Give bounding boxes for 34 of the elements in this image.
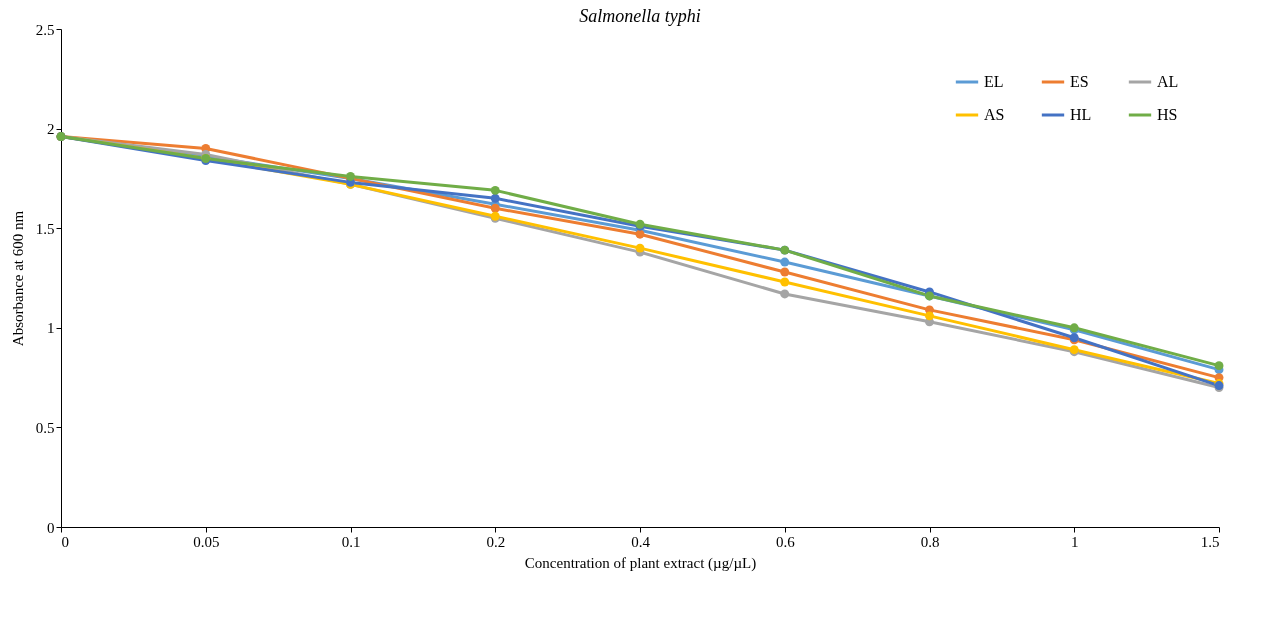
legend-label: AS [984, 106, 1005, 123]
point [780, 267, 790, 277]
y-tick-label: 0.5 [35, 419, 55, 436]
y-tick-label: 1.5 [35, 220, 55, 237]
legend-label: ES [1070, 73, 1089, 90]
x-tick-label: 1 [1071, 533, 1079, 550]
legend-label: HL [1070, 106, 1092, 123]
y-tick-label: 2 [47, 121, 55, 138]
legend-label: EL [984, 73, 1004, 90]
x-tick-label: 0.2 [486, 533, 506, 550]
chart-title: Salmonella typhi [579, 6, 701, 26]
x-tick-label: 0.05 [193, 533, 220, 550]
y-tick-label: 1 [47, 320, 55, 337]
x-axis-title: Concentration of plant extract (µg/µL) [524, 554, 757, 572]
point [780, 257, 790, 267]
x-tick-label: 0.6 [775, 533, 796, 550]
point [780, 277, 790, 287]
x-tick-label: 0.1 [341, 533, 361, 550]
x-tick-label: 0 [61, 533, 69, 550]
point [925, 311, 934, 321]
point [490, 203, 500, 213]
y-tick-label: 0 [47, 519, 55, 536]
x-tick-label: 0.4 [631, 533, 651, 550]
legend-label: AL [1157, 73, 1179, 90]
legend-label: HS [1157, 106, 1178, 123]
y-axis-title: Absorbance at 600 nm [9, 210, 26, 347]
y-tick-label: 2.5 [35, 21, 55, 38]
point [490, 193, 500, 203]
point [780, 289, 790, 299]
x-tick-label: 0.8 [920, 533, 940, 550]
x-tick-label: 1.5 [1200, 533, 1220, 550]
point [1214, 361, 1224, 371]
point [490, 185, 500, 195]
point [635, 243, 645, 253]
